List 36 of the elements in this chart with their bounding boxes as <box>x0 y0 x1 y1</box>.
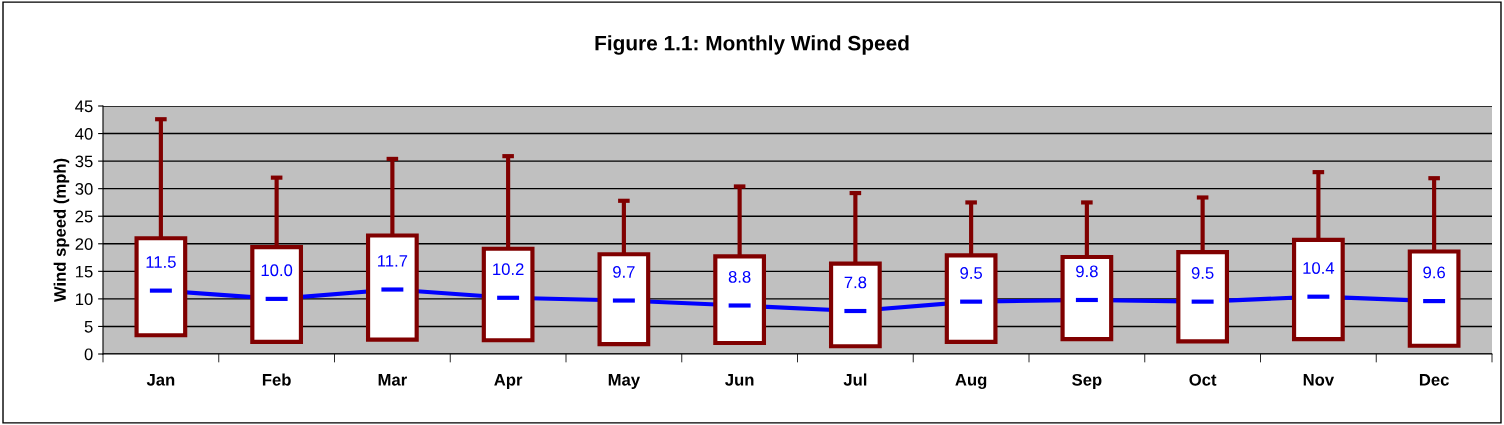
y-tick-label: 0 <box>84 348 93 361</box>
x-tick-label: Jun <box>725 374 754 386</box>
y-tick-label: 40 <box>75 127 93 140</box>
y-tick-label: 30 <box>75 183 93 195</box>
data-label: 8.8 <box>728 270 751 283</box>
data-label: 11.5 <box>146 256 176 268</box>
data-label: 9.7 <box>613 266 635 278</box>
data-label: 10.4 <box>1303 262 1335 274</box>
data-label: 11.7 <box>378 255 408 267</box>
x-tick-label: Mar <box>378 374 407 386</box>
y-tick-label: 15 <box>76 265 93 278</box>
x-tick-label: Oct <box>1189 373 1217 386</box>
data-label: 9.5 <box>960 267 983 279</box>
data-label: 9.8 <box>1076 265 1098 278</box>
y-tick-label: 5 <box>84 321 93 333</box>
y-tick-label: 45 <box>75 100 93 113</box>
y-axis-title: Wind speed (mph) <box>53 158 70 303</box>
data-label: 9.6 <box>1423 266 1445 279</box>
data-label: 10.2 <box>493 263 524 276</box>
chart-title: Figure 1.1: Monthly Wind Speed <box>595 35 909 55</box>
data-label: 9.5 <box>1191 267 1214 279</box>
x-tick-label: Jan <box>146 374 175 386</box>
x-tick-label: Dec <box>1419 374 1449 386</box>
x-tick-label: Aug <box>955 373 987 389</box>
y-tick-label: 25 <box>75 210 93 223</box>
x-tick-label: May <box>608 374 640 389</box>
x-tick-label: Feb <box>262 373 291 386</box>
x-tick-label: Jul <box>843 373 867 386</box>
y-tick-label: 20 <box>75 238 93 250</box>
x-tick-label: Nov <box>1303 374 1335 386</box>
x-tick-label: Sep <box>1072 373 1102 389</box>
x-tick-label: Apr <box>494 374 523 389</box>
y-tick-label: 35 <box>75 155 93 168</box>
data-label: 7.8 <box>844 276 867 289</box>
data-label: 10.0 <box>261 264 293 277</box>
y-tick-label: 10 <box>76 293 93 306</box>
